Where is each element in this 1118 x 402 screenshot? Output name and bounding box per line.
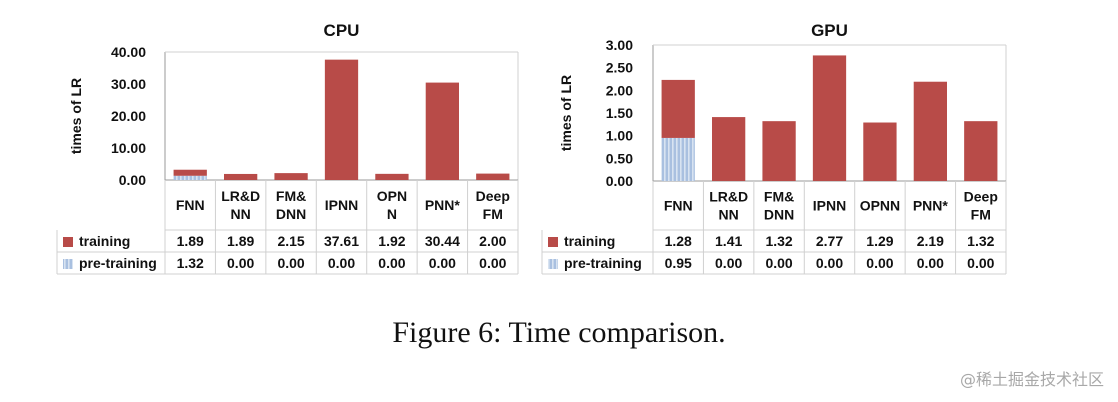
chart2-training-value-label: 2.77 (816, 233, 843, 249)
chart2-legend-training-swatch (548, 237, 558, 247)
chart2-legend-pre-training-label: pre-training (564, 255, 642, 271)
chart1-bar-training-1 (224, 173, 258, 180)
chart1-bar-training-6 (476, 173, 510, 180)
chart2-category-label: IPNN (813, 198, 846, 214)
chart2-category-label: LR&D (709, 189, 748, 205)
figure-caption: Figure 6: Time comparison. (392, 316, 726, 349)
chart1-legend-training-swatch (63, 237, 73, 247)
chart2-legend-training-label: training (564, 233, 615, 249)
chart2-y-tick-label: 3.00 (606, 37, 633, 53)
chart1-pre-training-value-label: 0.00 (429, 255, 456, 271)
chart2-y-tick-label: 2.00 (606, 82, 633, 98)
chart1-training-value-label: 30.44 (425, 233, 460, 249)
chart1-category-label: Deep (476, 188, 510, 204)
chart1-category-label: LR&D (221, 188, 260, 204)
chart2-y-tick-label: 0.50 (606, 150, 633, 166)
chart1-y-tick-label: 20.00 (111, 108, 146, 124)
chart1-pre-training-value-label: 0.00 (328, 255, 355, 271)
watermark: @稀土掘金技术社区 (959, 370, 1104, 389)
chart2-pre-training-value-label: 0.00 (967, 255, 994, 271)
chart2-pre-training-value-label: 0.00 (816, 255, 843, 271)
chart1-y-tick-label: 30.00 (111, 76, 146, 92)
chart2-bar-training-6 (964, 121, 998, 181)
chart2-category-label: NN (719, 207, 739, 223)
chart2-training-value-label: 1.41 (715, 233, 742, 249)
chart1-bar-pre-training-0 (173, 175, 207, 180)
chart1-training-value-label: 1.89 (227, 233, 254, 249)
chart1-bar-training-0 (173, 169, 207, 176)
chart2-y-tick-label: 1.50 (606, 105, 633, 121)
chart2-category-label: FM (971, 207, 991, 223)
chart2-legend-pre-training-swatch (548, 259, 558, 269)
chart1-training-value-label: 1.92 (378, 233, 405, 249)
chart1-y-tick-label: 0.00 (119, 172, 146, 188)
chart1-legend-training-label: training (79, 233, 130, 249)
chart1-legend-pre-training-swatch (63, 259, 73, 269)
chart2-pre-training-value-label: 0.95 (665, 255, 692, 271)
chart1-training-value-label: 37.61 (324, 233, 359, 249)
chart2-category-label: Deep (964, 189, 998, 205)
chart1-category-label: PNN* (425, 197, 461, 213)
chart1-pre-training-value-label: 0.00 (227, 255, 254, 271)
chart2-category-label: FNN (664, 198, 693, 214)
chart2-bar-training-1 (712, 117, 746, 181)
chart2-training-value-label: 1.32 (967, 233, 994, 249)
chart1-training-value-label: 2.00 (479, 233, 506, 249)
chart2-bar-training-5 (913, 81, 947, 181)
chart2-bar-training-2 (762, 121, 796, 181)
chart2-training-value-label: 2.19 (917, 233, 944, 249)
chart2-bar-training-0 (661, 79, 695, 138)
chart2-title: GPU (811, 21, 848, 40)
chart1-pre-training-value-label: 1.32 (177, 255, 204, 271)
chart1-pre-training-value-label: 0.00 (479, 255, 506, 271)
chart1-y-tick-label: 10.00 (111, 140, 146, 156)
chart2-training-value-label: 1.32 (765, 233, 792, 249)
chart2-bar-pre-training-0 (661, 137, 695, 181)
chart1-category-label: IPNN (325, 197, 358, 213)
chart1-category-label: FM& (276, 188, 306, 204)
chart1-legend-pre-training-label: pre-training (79, 255, 157, 271)
chart2-pre-training-value-label: 0.00 (715, 255, 742, 271)
chart2-training-value-label: 1.29 (866, 233, 893, 249)
chart1-category-label: FM (483, 206, 503, 222)
chart2-bar-training-4 (863, 122, 897, 181)
chart2-y-tick-label: 1.00 (606, 128, 633, 144)
chart1-pre-training-value-label: 0.00 (277, 255, 304, 271)
chart2-pre-training-value-label: 0.00 (917, 255, 944, 271)
chart1-pre-training-value-label: 0.00 (378, 255, 405, 271)
chart2-pre-training-value-label: 0.00 (866, 255, 893, 271)
chart2-category-label: OPNN (860, 198, 900, 214)
chart2-category-label: DNN (764, 207, 794, 223)
chart1-y-axis-label: times of LR (68, 78, 84, 154)
chart2-category-label: FM& (764, 189, 794, 205)
chart1-bar-training-4 (375, 173, 409, 180)
chart1-category-label: N (387, 206, 397, 222)
chart2-pre-training-value-label: 0.00 (765, 255, 792, 271)
chart1-category-label: OPN (377, 188, 407, 204)
chart2-y-tick-label: 0.00 (606, 173, 633, 189)
chart1-bar-training-5 (425, 82, 459, 180)
chart1-category-label: NN (231, 206, 251, 222)
chart1-bar-training-3 (324, 59, 359, 181)
chart1-category-label: FNN (176, 197, 205, 213)
chart1-category-label: DNN (276, 206, 306, 222)
chart2-training-value-label: 1.28 (665, 233, 692, 249)
chart2-y-axis-label: times of LR (558, 75, 574, 151)
chart1-title: CPU (324, 21, 360, 40)
chart2-bar-training-3 (812, 55, 847, 181)
chart1-y-tick-label: 40.00 (111, 44, 146, 60)
chart1-training-value-label: 2.15 (277, 233, 304, 249)
chart1-bar-training-2 (274, 173, 308, 180)
chart2-y-tick-label: 2.50 (606, 60, 633, 76)
chart1-training-value-label: 1.89 (177, 233, 204, 249)
chart2-category-label: PNN* (913, 198, 949, 214)
